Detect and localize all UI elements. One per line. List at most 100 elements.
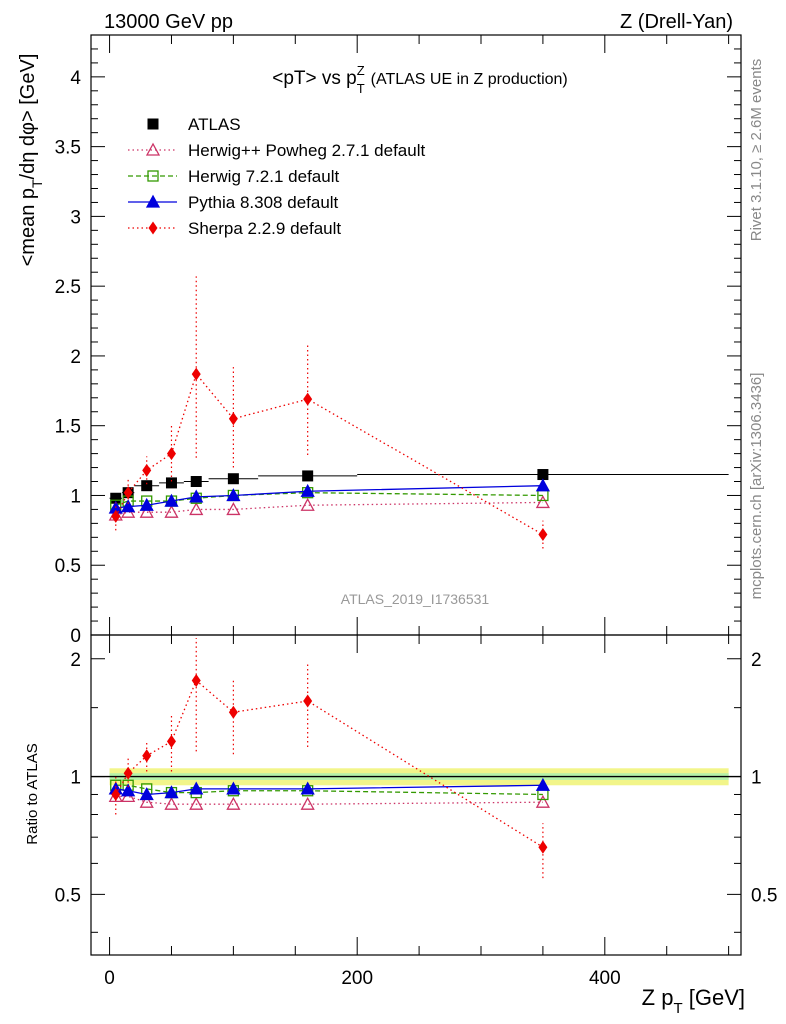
main-panel: 0.511.522.533.540 <pT> vs pZ T(ATLAS UE i… bbox=[17, 34, 742, 647]
main-point bbox=[110, 492, 122, 504]
ratio-point bbox=[139, 787, 154, 801]
legend: ATLAS Herwig++ Powheg 2.7.1 default Herwig… bbox=[128, 115, 425, 238]
ratio-xtick-label: 400 bbox=[589, 968, 621, 989]
main-point bbox=[189, 489, 204, 503]
watermark: ATLAS_2019_I1736531 bbox=[341, 591, 490, 607]
main-point bbox=[121, 499, 136, 513]
main-series-line bbox=[115, 501, 543, 516]
main-ytick-label: 0.5 bbox=[55, 556, 81, 577]
ratio-point bbox=[189, 796, 204, 810]
main-point bbox=[166, 447, 176, 461]
ratio-point bbox=[189, 781, 204, 795]
legend-marker bbox=[145, 194, 161, 208]
ratio-point bbox=[300, 781, 315, 795]
x-axis-label: Z pT [GeV] bbox=[642, 985, 745, 1017]
title-paren: (ATLAS UE in Z production) bbox=[371, 71, 568, 88]
ratio-frame bbox=[90, 634, 742, 956]
ratio-point bbox=[121, 783, 136, 797]
main-ytick-label: 1 bbox=[70, 486, 81, 507]
main-ytick-label: 4 bbox=[70, 68, 81, 89]
xlabel-main: Z p bbox=[642, 985, 674, 1010]
ratio-ytick-label-right: 0.5 bbox=[751, 885, 777, 906]
main-point bbox=[537, 469, 549, 481]
beam-label: 13000 GeV pp bbox=[104, 11, 233, 33]
main-point bbox=[538, 528, 548, 542]
ratio-xtick-label: 200 bbox=[341, 968, 373, 989]
main-axes: 0.5 1 1.5 2 2.5 3 3.5 4 0 bbox=[55, 35, 741, 647]
main-point bbox=[164, 493, 179, 507]
ratio-ytick-label-left: 2 bbox=[70, 650, 81, 671]
ratio-point bbox=[535, 794, 550, 808]
ratio-point bbox=[166, 734, 176, 748]
ratio-ytick-label-left: 1 bbox=[70, 768, 81, 789]
main-series-line bbox=[115, 372, 544, 536]
ratio-series bbox=[108, 637, 550, 879]
ratio-point bbox=[139, 794, 154, 808]
ratio-panel: 0.5 0.5 1 1 2 2 0 200 400 Ratio to ATLAS bbox=[24, 634, 777, 989]
legend-label: ATLAS bbox=[188, 115, 241, 134]
legend-marker bbox=[147, 118, 159, 130]
main-ytick-label: 3 bbox=[70, 207, 81, 228]
source-label: mcplots.cern.ch [arXiv:1306.3436] bbox=[748, 373, 765, 600]
ratio-point bbox=[111, 787, 121, 801]
ratio-ytick-label-right: 2 bbox=[751, 650, 762, 671]
rivet-label: Rivet 3.1.10, ≥ 2.6M events bbox=[748, 59, 765, 242]
main-point bbox=[303, 392, 313, 406]
main-series-line bbox=[115, 485, 543, 509]
ratio-point bbox=[142, 749, 152, 763]
main-point bbox=[300, 497, 315, 511]
legend-label: Herwig++ Powheg 2.7.1 default bbox=[188, 141, 425, 160]
ratio-point bbox=[226, 796, 241, 810]
legend-marker bbox=[148, 221, 158, 235]
legend-label: Herwig 7.2.1 default bbox=[188, 167, 339, 186]
main-ytick-label: 1.5 bbox=[55, 417, 81, 438]
main-series-4 bbox=[111, 276, 548, 549]
main-ytick-label: 2 bbox=[70, 347, 81, 368]
main-point bbox=[139, 504, 154, 518]
ratio-point bbox=[538, 840, 548, 854]
legend-item-4: Sherpa 2.2.9 default bbox=[128, 219, 341, 238]
title-sub: T bbox=[357, 81, 365, 96]
ylabel-sub: T bbox=[29, 179, 45, 188]
ylabel-main: <mean p bbox=[17, 188, 39, 266]
main-point bbox=[226, 502, 241, 516]
main-point bbox=[302, 470, 314, 482]
legend-item-2: Herwig 7.2.1 default bbox=[128, 167, 339, 186]
legend-label: Sherpa 2.2.9 default bbox=[188, 219, 341, 238]
ratio-point bbox=[191, 673, 201, 687]
main-point bbox=[227, 473, 239, 485]
main-point bbox=[141, 480, 153, 492]
main-series bbox=[108, 276, 729, 549]
main-point bbox=[123, 486, 133, 500]
main-title: <pT> vs pZ T (ATLAS UE in Z production) bbox=[272, 63, 568, 96]
legend-label: Pythia 8.308 default bbox=[188, 193, 339, 212]
main-point bbox=[139, 497, 154, 511]
main-point bbox=[228, 412, 238, 426]
main-ytick-label: 2.5 bbox=[55, 277, 81, 298]
main-point bbox=[189, 502, 204, 516]
main-point bbox=[300, 483, 315, 497]
ratio-point bbox=[535, 777, 550, 791]
ratio-point bbox=[226, 781, 241, 795]
legend-item-0: ATLAS bbox=[147, 115, 241, 134]
main-point bbox=[535, 478, 550, 492]
main-point bbox=[164, 504, 179, 518]
main-point bbox=[111, 509, 121, 523]
main-series-0 bbox=[109, 469, 729, 504]
main-point bbox=[191, 367, 201, 381]
ylabel-rest: /dη dφ> [GeV] bbox=[17, 54, 39, 180]
title-sup: Z bbox=[357, 63, 365, 78]
ratio-ytick-label-left: 0.5 bbox=[55, 885, 81, 906]
ratio-band bbox=[91, 768, 741, 786]
legend-item-3: Pythia 8.308 default bbox=[128, 193, 339, 212]
ratio-ylabel: Ratio to ATLAS bbox=[24, 743, 41, 844]
ratio-point bbox=[300, 796, 315, 810]
main-ytick-label: 3.5 bbox=[55, 138, 81, 159]
ratio-series-line bbox=[115, 679, 544, 848]
ratio-xtick-label: 0 bbox=[104, 968, 115, 989]
main-ylabel: <mean pT/dη dφ> [GeV] bbox=[17, 54, 45, 267]
ratio-series-3 bbox=[111, 637, 548, 879]
ratio-axes: 0.5 0.5 1 1 2 2 0 200 400 bbox=[55, 635, 777, 989]
main-point bbox=[142, 463, 152, 477]
process-label: Z (Drell-Yan) bbox=[620, 11, 733, 33]
